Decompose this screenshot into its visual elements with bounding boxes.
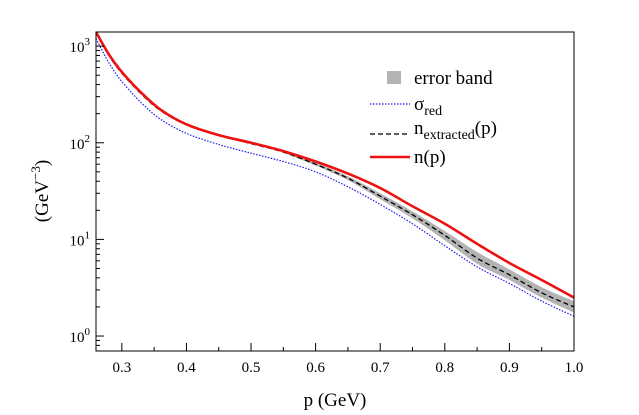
y-tick-exponent: 0 <box>85 326 91 338</box>
y-axis-title: (GeV−3) <box>28 160 53 222</box>
y-axis-title-exponent: −3 <box>28 166 43 180</box>
plot-frame <box>95 31 575 352</box>
y-tick-exponent: 2 <box>85 133 91 145</box>
legend-next-sub: extracted <box>424 128 475 143</box>
error-band-layer <box>283 151 574 313</box>
x-tick-label: 0.7 <box>371 360 390 376</box>
y-tick-base: 10 <box>70 233 85 249</box>
legend-next-after: (p) <box>475 118 497 139</box>
y-tick-base: 10 <box>70 137 85 153</box>
y-axis-title-main: (GeV <box>32 180 53 222</box>
y-tick-base: 10 <box>70 40 85 56</box>
legend-label-n-extracted: nextracted(p) <box>414 118 497 143</box>
y-tick-base: 10 <box>70 330 85 346</box>
x-tick-label: 0.8 <box>435 360 454 376</box>
series-layer <box>96 32 574 317</box>
x-axis: 0.3 0.4 0.5 0.6 0.7 0.8 0.9 1.0 <box>112 343 583 376</box>
series-line-n <box>96 32 574 299</box>
error-band <box>283 151 574 313</box>
x-axis-title: p (GeV) <box>304 390 367 411</box>
x-tick-label: 0.4 <box>177 360 196 376</box>
x-tick-label: 0.9 <box>500 360 519 376</box>
y-tick-label: 101 <box>70 229 91 249</box>
x-tick-label: 1.0 <box>565 360 584 376</box>
legend-label-sigma-red: σred <box>414 94 442 119</box>
y-tick-label: 103 <box>70 36 91 56</box>
legend-label-error-band: error band <box>414 68 493 89</box>
legend-sigma-sub: red <box>424 104 442 119</box>
legend-swatch-error-band <box>387 71 401 84</box>
x-tick-label: 0.5 <box>242 360 261 376</box>
y-tick-label: 102 <box>70 133 91 153</box>
legend-next-main: n <box>414 118 424 139</box>
legend-label-n: n(p) <box>414 147 446 168</box>
y-tick-exponent: 3 <box>85 36 91 48</box>
legend-sigma-main: σ <box>414 94 424 115</box>
legend: error band σred nextracted(p) n(p) <box>370 68 497 168</box>
x-tick-label: 0.3 <box>112 360 131 376</box>
y-axis-title-close: ) <box>32 160 53 166</box>
series-line-sigma <box>96 38 574 317</box>
y-tick-label: 100 <box>70 326 91 346</box>
y-tick-exponent: 1 <box>85 229 91 241</box>
x-tick-label: 0.6 <box>306 360 325 376</box>
